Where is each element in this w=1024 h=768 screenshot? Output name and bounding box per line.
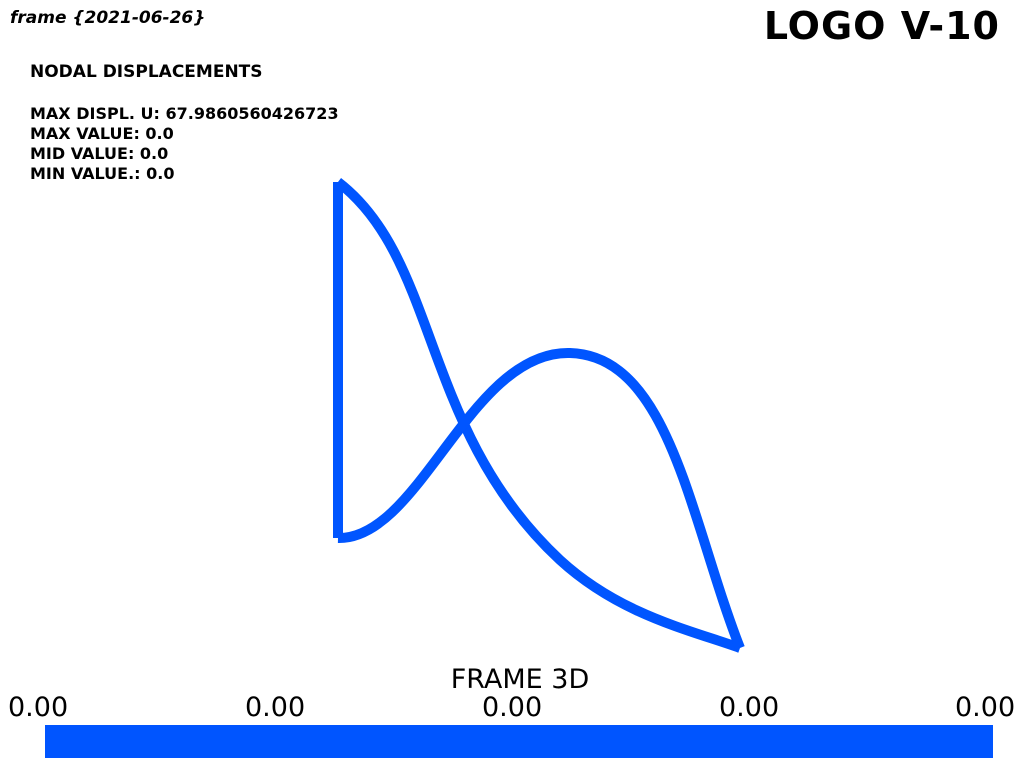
scalar-bar-tick-label: 0.00 <box>719 692 780 723</box>
frame-member-bottom-curve <box>337 347 745 650</box>
scalar-bar-tick-label: 0.00 <box>482 692 543 723</box>
deformed-frame-mesh <box>333 178 745 653</box>
frame-member-top-curve <box>334 178 742 653</box>
scalar-bar-title: FRAME 3D <box>450 664 590 695</box>
results-panel: NODAL DISPLACEMENTS MAX DISPL. U: 67.986… <box>30 62 339 184</box>
frame-title: frame {2021-06-26} <box>10 8 206 28</box>
mid-value-text: MID VALUE: 0.0 <box>30 144 169 163</box>
results-heading: NODAL DISPLACEMENTS <box>30 62 263 82</box>
scalar-bar-tick-label: 0.00 <box>955 692 1016 723</box>
max-value-text: MAX VALUE: 0.0 <box>30 124 174 143</box>
logo-text: LOGO V-10 <box>763 4 1000 48</box>
max-displacement-text: MAX DISPL. U: 67.9860560426723 <box>30 104 339 123</box>
scalar-bar-tick-label: 0.00 <box>245 692 306 723</box>
scalar-bar-tick-label: 0.00 <box>8 692 69 723</box>
scalar-bar-colorbar <box>45 725 993 758</box>
min-value-text: MIN VALUE.: 0.0 <box>30 164 175 183</box>
